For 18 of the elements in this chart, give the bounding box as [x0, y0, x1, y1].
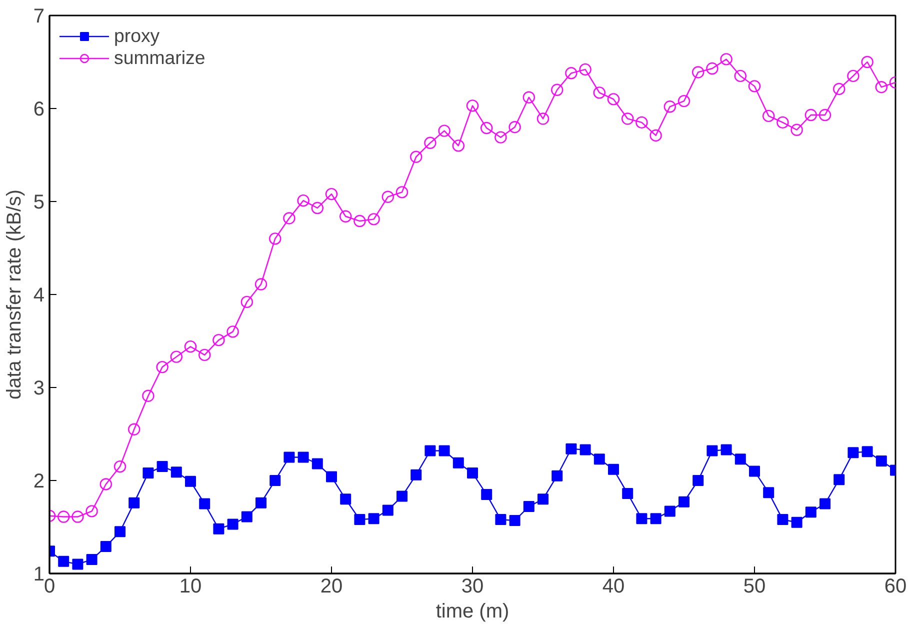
y-tick-label: 4 [33, 284, 44, 306]
x-tick-label: 0 [44, 576, 56, 598]
y-tick-label: 6 [33, 98, 44, 120]
x-tick-label: 20 [320, 576, 343, 598]
x-tick-label: 60 [884, 576, 907, 598]
x-tick-label: 10 [179, 576, 202, 598]
y-tick-label: 3 [33, 378, 44, 400]
x-axis-title: time (m) [436, 600, 510, 622]
legend-label: proxy [114, 25, 160, 47]
y-axis-title: data transfer rate (kB/s) [3, 189, 26, 400]
x-tick-label: 30 [461, 576, 484, 598]
x-tick-label: 40 [602, 576, 625, 598]
y-tick-label: 5 [33, 192, 44, 214]
legend-label: summarize [114, 47, 206, 69]
y-tick-label: 1 [33, 564, 44, 586]
y-tick-label: 7 [33, 6, 44, 28]
y-tick-label: 2 [33, 470, 44, 492]
x-tick-label: 50 [743, 576, 766, 598]
